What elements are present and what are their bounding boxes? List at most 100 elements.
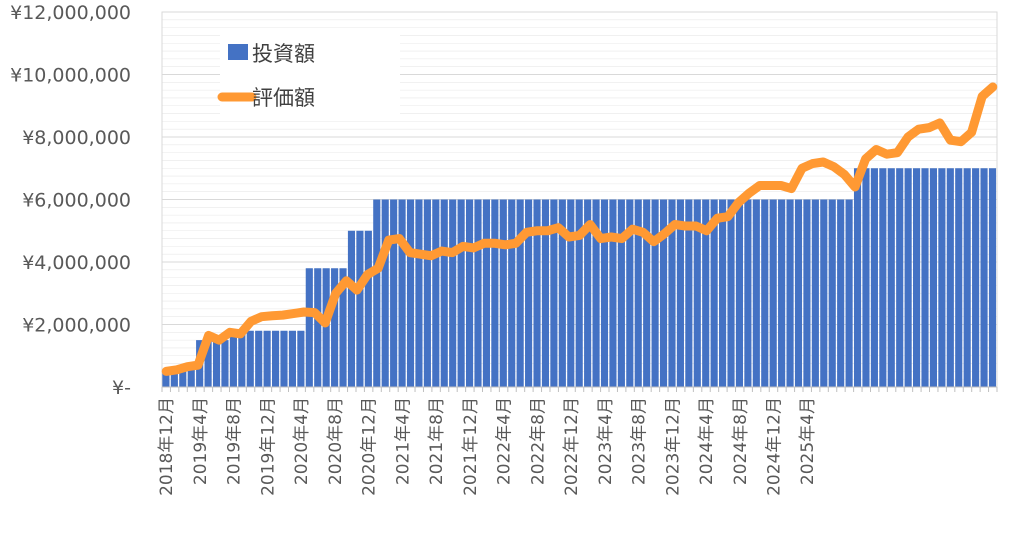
y-tick-label: ¥10,000,000 [10,65,131,87]
investment-bar [946,168,954,387]
investment-bar [600,199,609,387]
investment-bar [347,230,356,387]
x-tick-label: 2024年4月 [697,397,717,485]
investment-bar [575,199,583,387]
investment-bar [423,199,431,387]
investment-bar [238,330,246,387]
x-tick-label: 2020年8月 [326,397,346,485]
investment-bar [651,199,659,387]
investment-bar [794,199,803,387]
investment-bar [811,199,819,387]
x-tick-label: 2021年8月 [427,397,447,485]
investment-bar [719,199,727,387]
investment-bar [659,199,668,387]
investment-bar [297,330,305,387]
investment-bar [803,199,811,387]
investment-bar [482,199,490,387]
investment-bar [356,230,364,387]
investment-bar [255,330,263,387]
x-tick-label: 2018年12月 [157,397,177,496]
investment-bar [786,199,794,387]
investment-bar [271,330,280,387]
investment-bar [938,168,946,387]
investment-bar [525,199,533,387]
investment-bar [516,199,524,387]
y-tick-label: ¥12,000,000 [10,2,131,24]
investment-bars [162,168,997,387]
investment-bar [465,199,474,387]
investment-bar [761,199,769,387]
investment-bar [972,168,980,387]
x-axis-tick-labels: 2018年12月 2019年4月 2019年8月 2019年12月 2020年4月 202… [157,397,818,496]
x-tick-label: 2023年4月 [596,397,616,485]
y-tick-label: ¥- [112,377,131,399]
x-tick-label: 2019年4月 [191,397,211,485]
investment-bar [676,199,684,387]
x-tick-label: 2019年8月 [225,397,245,485]
investment-bar [567,199,575,387]
investment-bar [373,199,381,387]
investment-bar [862,168,870,387]
investment-bar [187,368,195,387]
investment-bar [541,199,550,387]
investment-bar [432,199,440,387]
investment-bar [179,368,187,387]
investment-bar [921,168,929,387]
investment-bar [626,199,634,387]
investment-bar [339,268,347,387]
y-tick-label: ¥2,000,000 [22,315,131,337]
legend-background [220,35,400,120]
investment-bar [558,199,566,387]
x-tick-label: 2022年8月 [528,397,548,485]
x-tick-label: 2024年8月 [731,397,751,485]
investment-bar [710,199,718,387]
investment-bar [870,168,878,387]
investment-bar [305,268,313,387]
investment-bar [980,168,988,387]
investment-bar [221,340,229,387]
investment-bar [170,371,178,387]
investment-bar [550,199,558,387]
investment-bar [752,199,760,387]
valuation-line [161,82,998,376]
investment-bar [828,199,836,387]
investment-bar [913,168,921,387]
investment-bar [693,199,701,387]
y-tick-label: ¥6,000,000 [22,190,131,212]
investment-bar [204,340,212,387]
investment-bar [390,199,398,387]
investment-bar [955,168,963,387]
investment-bar [744,199,752,387]
investment-bar [837,199,845,387]
investment-bar [584,199,592,387]
investment-bar [592,199,600,387]
investment-bar [820,199,828,387]
investment-bar [406,199,415,387]
legend-swatch-investment [228,44,248,60]
investment-bar [288,330,296,387]
y-tick-label: ¥4,000,000 [22,252,131,274]
y-axis-tick-labels: ¥- ¥2,000,000 ¥4,000,000 ¥6,000,000 ¥8,000,0… [10,2,131,399]
investment-bar [162,371,170,387]
investment-bar [533,199,541,387]
investment-bar [887,168,895,387]
x-tick-label: 2024年12月 [764,397,784,496]
x-tick-label: 2020年12月 [360,397,380,496]
investment-bar [853,168,862,387]
x-tick-label: 2021年4月 [393,397,413,485]
investment-bar [668,199,676,387]
investment-bar [735,199,744,387]
x-tick-label: 2019年12月 [258,397,278,496]
x-tick-label: 2025年4月 [798,397,818,485]
investment-bar [963,168,971,387]
valuation-line-layer [161,82,998,376]
investment-bar [449,199,457,387]
investment-bar [879,168,887,387]
x-tick-label: 2022年4月 [495,397,515,485]
investment-bar [440,199,448,387]
investment-bar [457,199,465,387]
investment-bar [508,199,516,387]
investment-bar [398,199,406,387]
investment-bar [229,330,237,387]
